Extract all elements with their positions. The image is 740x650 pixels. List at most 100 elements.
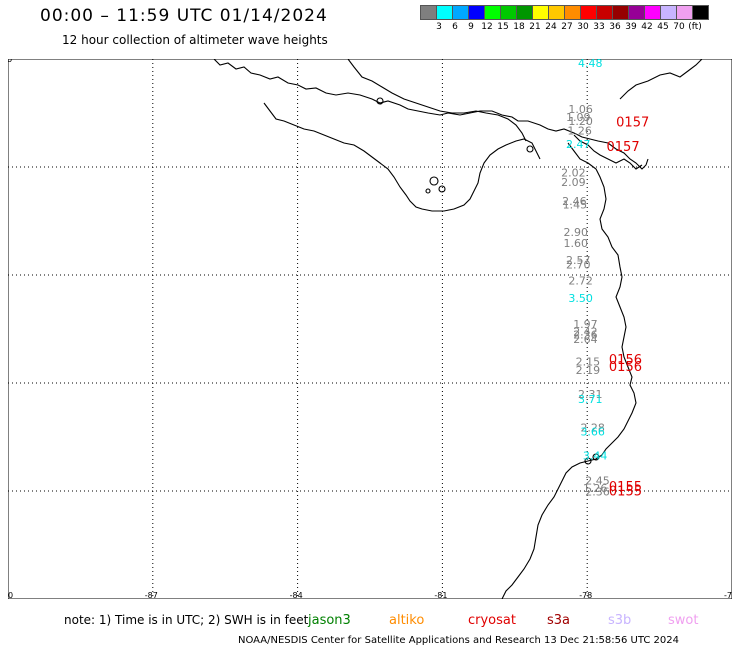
wave-height-value: 2.36 [585, 485, 610, 498]
wave-height-value: 1.26 [567, 125, 592, 138]
wave-height-value: 1.20 [568, 115, 593, 128]
color-legend-label: 27 [561, 22, 573, 32]
color-legend-label: 36 [609, 22, 621, 32]
color-swatch [596, 5, 613, 20]
island [376, 97, 384, 105]
color-legend-label: 6 [452, 22, 458, 32]
color-swatch [500, 5, 517, 20]
color-swatch [676, 5, 693, 20]
wave-height-value: 2.47 [566, 138, 591, 151]
y-tick-label: 10 [8, 59, 12, 64]
wave-height-value: 3.50 [568, 292, 593, 305]
pass-number: 0156 [609, 360, 642, 375]
credit-footer: NOAA/NESDIS Center for Satellite Applica… [238, 635, 680, 646]
satellite-legend-item: s3a [547, 613, 571, 628]
island [592, 453, 600, 461]
wave-height-value: 1.45 [563, 199, 588, 212]
color-swatch [644, 5, 661, 20]
wave-height-value: 2.28 [580, 422, 605, 435]
coastline-north [213, 59, 649, 170]
island [584, 457, 592, 465]
color-legend-label: 15 [497, 22, 509, 32]
wave-height-labels: 4.481.061.091.201.262.472.022.092.461.45… [561, 59, 610, 498]
color-swatch [564, 5, 581, 20]
color-swatch [692, 5, 709, 20]
wave-height-value: 3.66 [580, 425, 605, 438]
x-tick-label: -81 [434, 591, 447, 599]
color-legend-label: 24 [545, 22, 557, 32]
wave-height-value: 3.71 [578, 393, 603, 406]
coastline-colombia [501, 142, 637, 599]
wave-height-value: 2.36 [573, 329, 598, 342]
x-tick-label: -78 [579, 591, 592, 599]
color-legend-label: (ft) [688, 22, 702, 32]
satellite-legend-item: altiko [389, 613, 425, 628]
color-swatch [436, 5, 453, 20]
color-swatch [532, 5, 549, 20]
coastline [213, 59, 703, 599]
coastline-ne [619, 59, 703, 100]
color-legend-label: 9 [468, 22, 474, 32]
island [425, 188, 431, 194]
map-subtitle: 12 hour collection of altimeter wave hei… [62, 33, 328, 47]
color-swatch [548, 5, 565, 20]
color-swatch [420, 5, 437, 20]
color-legend-label: 45 [657, 22, 669, 32]
map-title: 00:00 – 11:59 UTC 01/14/2024 [40, 6, 328, 26]
island [526, 145, 534, 153]
x-tick-label: -90 [8, 591, 13, 599]
map-frame [8, 59, 732, 599]
x-tick-label: -87 [145, 591, 158, 599]
wave-height-value: 2.57 [566, 254, 591, 267]
satellite-legend-item: jason3 [308, 613, 351, 628]
color-legend-label: 42 [641, 22, 653, 32]
color-swatch [612, 5, 629, 20]
color-swatch [468, 5, 485, 20]
wave-height-value: 2.90 [564, 226, 589, 239]
color-legend-label: 70 [673, 22, 685, 32]
color-swatch [580, 5, 597, 20]
island [438, 185, 446, 193]
x-tick-label: -75 [724, 591, 732, 599]
color-legend-label: 30 [577, 22, 589, 32]
wave-height-value: 2.42 [573, 325, 598, 338]
wave-height-value: 1.09 [566, 111, 591, 124]
color-legend-label: 18 [513, 22, 525, 32]
units-note: note: 1) Time is in UTC; 2) SWH is in fe… [64, 613, 309, 627]
lat-lon-grid [8, 59, 732, 599]
color-legend-label: 12 [481, 22, 493, 32]
coastline-gulf [347, 59, 527, 142]
color-legend-label: 39 [625, 22, 637, 32]
axis-tick-labels: 0246810-90-87-84-81-78-754 [8, 59, 732, 599]
x-tick-label: -84 [290, 591, 303, 599]
satellite-legend-item: s3b [608, 613, 632, 628]
satellite-legend-item: cryosat [468, 613, 516, 628]
pass-number: 0157 [616, 116, 649, 131]
color-swatch [628, 5, 645, 20]
pass-number: 0156 [609, 353, 642, 368]
wave-height-value: 1.60 [564, 237, 589, 250]
wave-height-value: 2.70 [566, 259, 591, 272]
color-swatch [660, 5, 677, 20]
wave-height-value: 2.15 [576, 356, 601, 369]
wave-height-map: 4.481.061.091.201.262.472.022.092.461.45… [8, 59, 732, 599]
wave-height-value: 2.45 [585, 475, 610, 488]
wave-height-value: 1.26 [583, 482, 608, 495]
coastline-pacific-panama [263, 102, 541, 212]
pass-number: 0155 [609, 480, 642, 495]
color-swatch [516, 5, 533, 20]
color-legend-label: 21 [529, 22, 541, 32]
pass-number: 0157 [607, 140, 640, 155]
wave-height-value: 2.19 [576, 364, 601, 377]
wave-height-value: 2.72 [568, 275, 593, 288]
wave-height-value: 1.06 [568, 103, 593, 116]
satellite-legend-item: swot [668, 613, 699, 628]
wave-height-value: 1.97 [573, 318, 598, 331]
wave-height-value: 4.48 [578, 59, 603, 70]
color-swatch [452, 5, 469, 20]
color-legend-bar [420, 5, 709, 20]
pass-number: 0155 [609, 484, 642, 499]
wave-height-value: 2.09 [561, 176, 586, 189]
color-legend-label: 33 [593, 22, 605, 32]
